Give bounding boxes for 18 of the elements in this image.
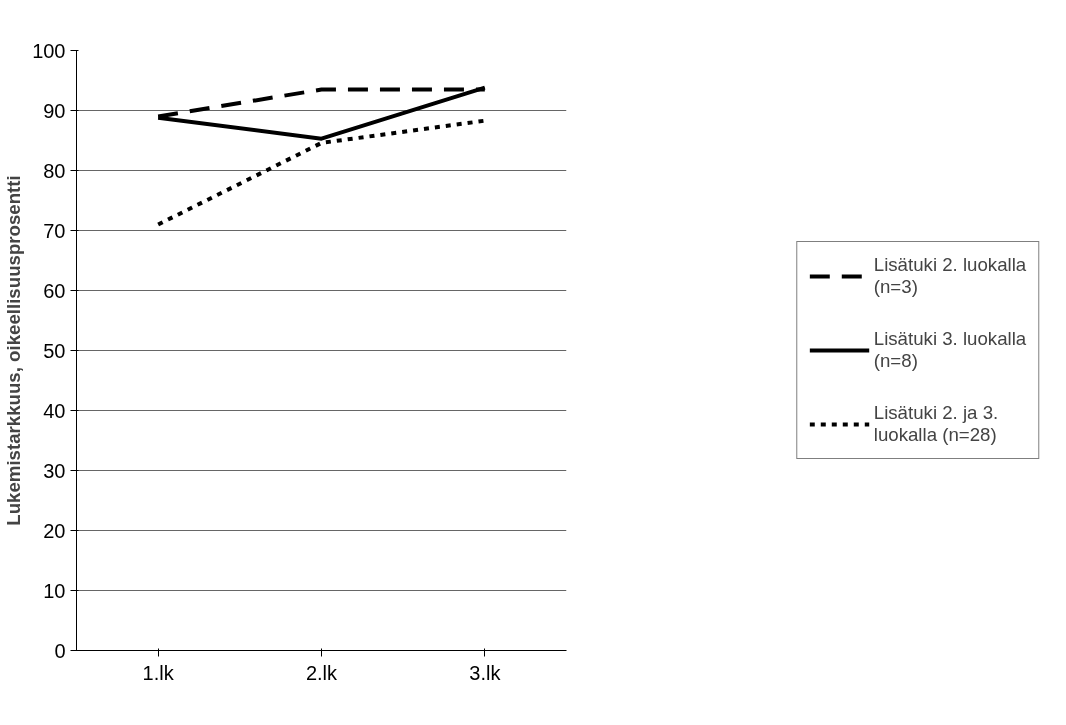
x-tick-label: 2.lk [305, 661, 339, 684]
y-tick-label: 70 [43, 219, 66, 242]
y-tick-label: 10 [43, 579, 66, 602]
y-tick-label: 40 [43, 399, 66, 422]
x-tick-label: 3.lk [469, 661, 502, 684]
y-tick-label: 20 [43, 519, 66, 542]
legend-label: Lisätuki 3. luokalla (n=8) [873, 328, 1027, 372]
y-axis-title: Lukemistarkkuus, oikeellisuusprosentti [3, 175, 25, 526]
y-tick-label: 100 [32, 39, 66, 62]
y-tick-label: 30 [43, 459, 66, 482]
x-tick-label: 1.lk [142, 661, 175, 684]
y-tick-label: 60 [43, 279, 66, 302]
legend-label: Lisätuki 2. luokalla (n=3) [873, 254, 1027, 298]
legend-label: Lisätuki 2. ja 3. luokalla (n=28) [873, 402, 999, 446]
y-tick-label: 90 [43, 99, 66, 122]
y-tick-label: 0 [54, 639, 66, 662]
y-tick-label: 80 [43, 159, 66, 182]
y-tick-label: 50 [43, 339, 66, 362]
